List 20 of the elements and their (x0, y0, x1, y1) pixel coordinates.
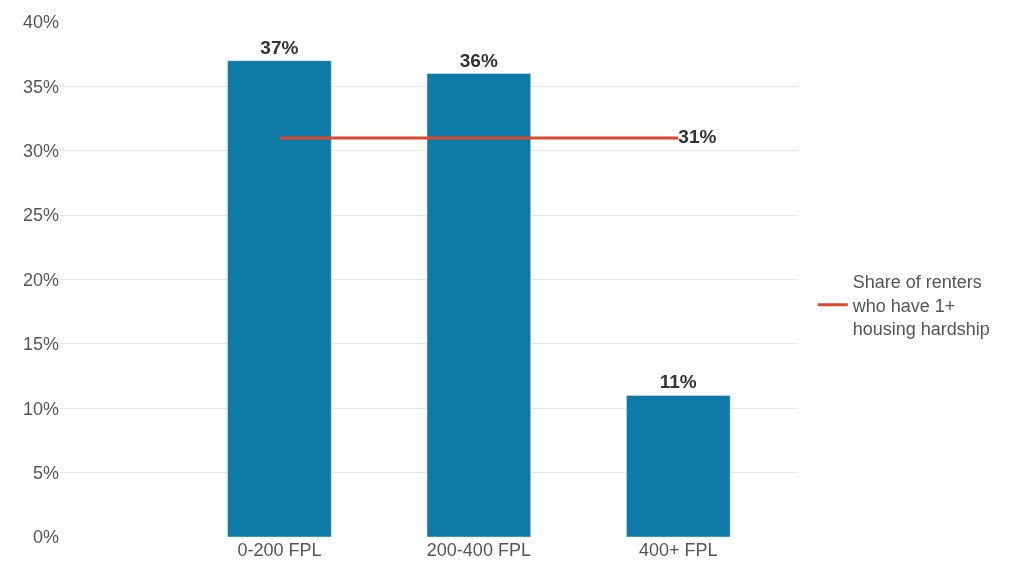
data-label: 36% (459, 49, 498, 71)
bar (227, 60, 332, 537)
data-label: 11% (659, 371, 697, 393)
y-tick-label: 20% (22, 269, 59, 290)
y-tick-label: 15% (22, 334, 59, 355)
data-label: 31% (678, 125, 717, 147)
y-tick-label: 0% (32, 527, 59, 548)
y-tick-label: 30% (22, 141, 59, 162)
bar (626, 395, 731, 537)
x-tick-label: 0-200 FPL (237, 540, 322, 560)
y-tick-label: 10% (22, 398, 59, 419)
data-label: 37% (260, 36, 299, 58)
y-tick-label: 40% (22, 12, 59, 33)
x-tick-label: 400+ FPL (639, 540, 718, 560)
bar (426, 73, 531, 537)
y-tick-label: 35% (22, 76, 59, 97)
y-tick-label: 5% (32, 462, 59, 483)
y-tick-label: 25% (22, 205, 59, 226)
x-tick-label: 200-400 FPL (426, 540, 531, 560)
legend-label: Share of renters who have 1+ housing hardship (851, 272, 990, 340)
